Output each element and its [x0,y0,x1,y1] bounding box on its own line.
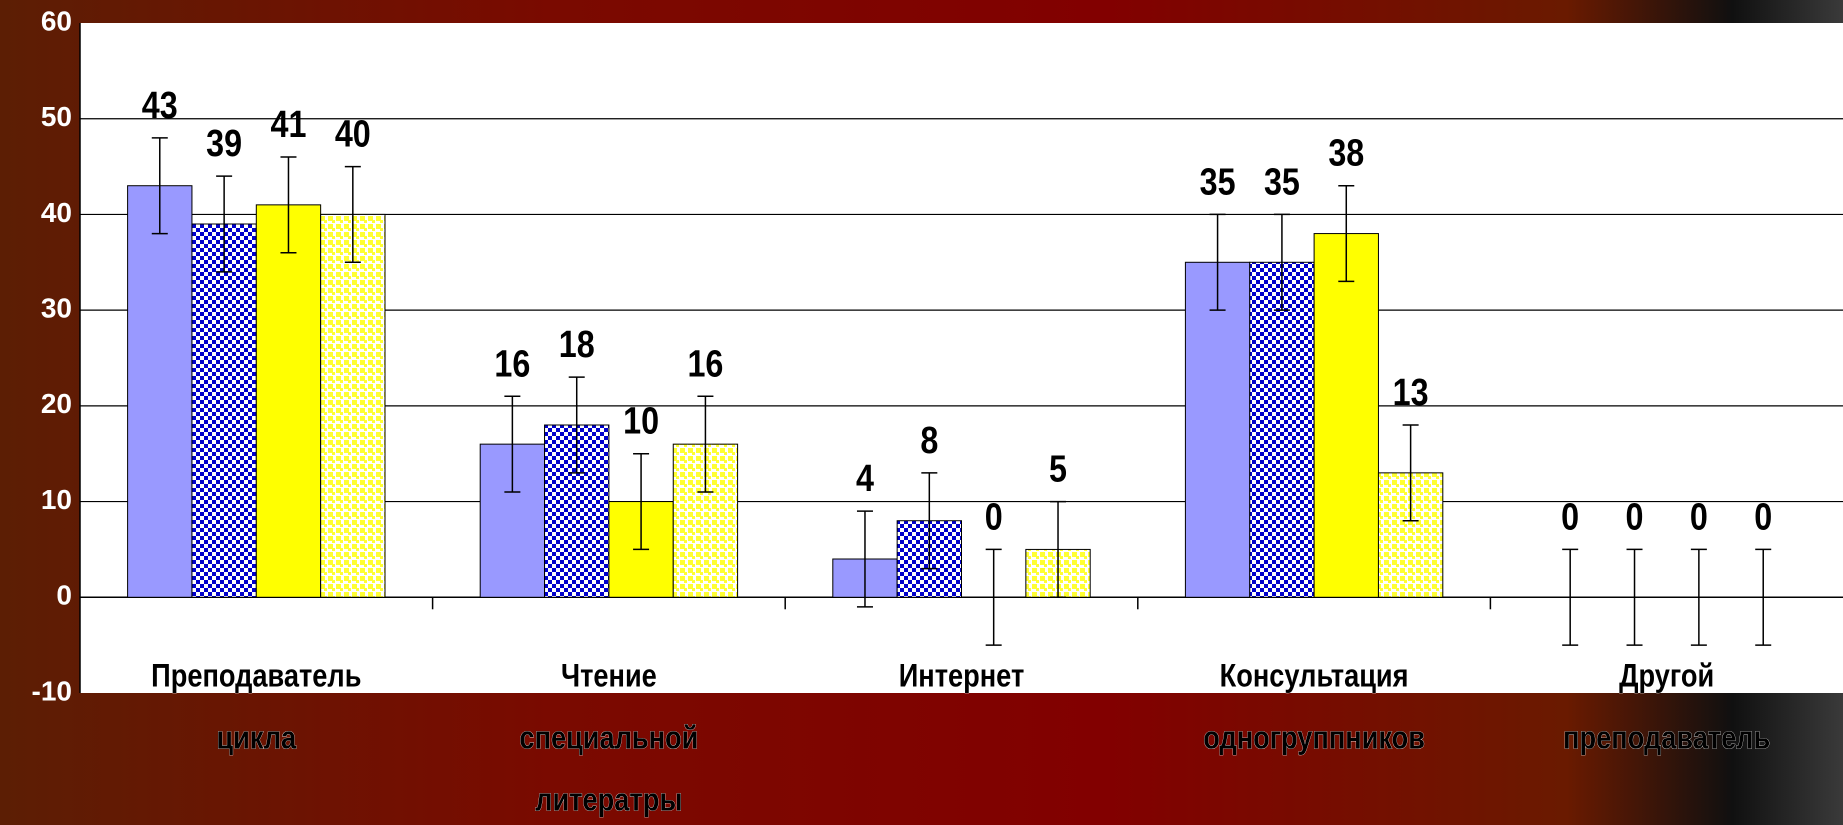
y-tick-label: -10 [32,675,72,706]
error-bar [1562,548,1579,646]
data-label: 13 [1393,372,1429,414]
error-bar [1273,213,1290,311]
data-label: 35 [1200,161,1236,203]
y-tick-label: 10 [41,484,72,515]
bar [127,185,193,598]
error-bar [1209,213,1226,311]
data-label: 16 [494,343,530,385]
error-bar [1338,184,1355,283]
x-tick-label: Другой преподаватель [1563,658,1770,756]
error-bar [1755,548,1772,646]
error-bar [151,137,168,235]
error-bar [921,472,938,570]
data-label: 38 [1328,132,1364,174]
data-label: 5 [1049,448,1067,490]
y-tick-label: 0 [56,580,72,611]
error-bar [985,548,1002,646]
error-bar [1050,500,1067,599]
error-bar [216,175,233,273]
data-label: 0 [1754,496,1772,538]
bar [1249,261,1315,598]
data-label: 16 [687,343,723,385]
x-tick-label: Консультация одногруппников [1203,658,1425,756]
error-bar [1402,424,1419,522]
error-bar [1690,548,1707,646]
x-tick-label: Интернет [899,658,1025,694]
bar [1313,233,1379,598]
data-label: 40 [335,113,371,155]
error-bar [344,165,361,264]
data-label: 10 [623,400,659,442]
data-label: 39 [206,123,242,165]
x-tick-label: Преподаватель цикла [151,658,361,756]
y-tick-label: 30 [41,293,72,324]
error-bar [280,156,297,254]
data-label: 0 [1690,496,1708,538]
error-bar [504,395,521,493]
error-bar [633,452,650,551]
y-tick-label: 20 [41,388,72,419]
error-bar [697,395,714,493]
error-bar [856,510,873,608]
error-bar [568,376,585,474]
data-label: 4 [856,458,874,500]
x-tick-label: Чтение специальной литератры [519,658,698,818]
data-label: 8 [920,419,938,461]
data-label: 43 [142,84,178,126]
bar [320,213,386,598]
error-bar [1626,548,1643,646]
bar [191,223,257,598]
data-label: 0 [1626,496,1644,538]
bar [255,204,322,598]
bar [1184,261,1251,598]
y-tick-label: 60 [41,5,72,36]
data-label: 0 [985,496,1003,538]
data-label: 18 [559,324,595,366]
data-label: 35 [1264,161,1300,203]
y-tick-label: 40 [41,197,72,228]
data-label: 41 [271,104,307,146]
data-label: 0 [1561,496,1579,538]
y-tick-label: 50 [41,101,72,132]
